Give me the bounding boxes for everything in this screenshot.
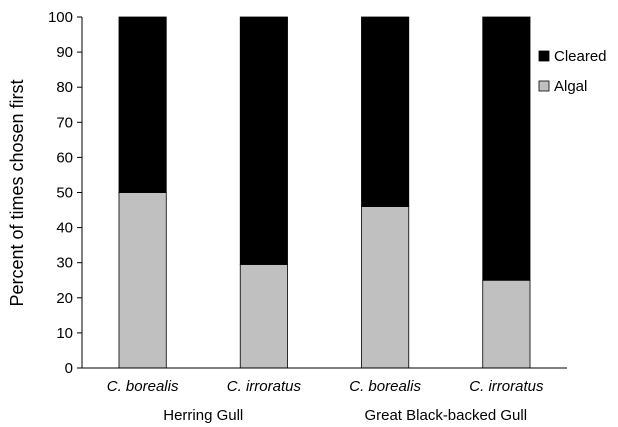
bar-algal-1 [239,264,288,369]
x-group-label: Great Black-backed Gull [364,407,527,424]
legend-label-algal: Algal [554,78,587,95]
x-category-label: C. irroratus [469,378,544,395]
y-tick-label: 40 [56,220,73,237]
x-category-label: C. borealis [349,378,421,395]
y-tick-label: 100 [48,9,73,26]
legend-swatch-algal [538,80,550,92]
bars-layer [118,16,531,369]
y-tick-label: 30 [56,255,73,272]
y-tick-label: 20 [56,290,73,307]
legend-label-cleared: Cleared [554,48,607,65]
y-tick-label: 10 [56,325,73,342]
bar-algal-2 [361,206,410,369]
bar-cleared-1 [239,16,288,265]
y-tick-label: 0 [65,360,73,377]
legend: Cleared Algal [538,48,607,95]
y-tick-label: 50 [56,185,73,202]
y-tick-label: 90 [56,44,73,61]
bar-cleared-3 [482,16,531,281]
x-category-label: C. borealis [107,378,179,395]
bar-algal-0 [118,192,167,369]
x-group-label: Herring Gull [163,407,243,424]
y-ticks-layer: 0 10 20 30 40 50 60 70 80 90 100 [48,9,82,377]
y-axis-title: Percent of times chosen first [7,79,27,306]
x-category-label: C. irroratus [227,378,302,395]
y-tick-label: 70 [56,114,73,131]
y-tick-label: 60 [56,149,73,166]
x-labels-layer: C. borealis C. irroratus C. borealis C. irr… [107,378,544,424]
legend-swatch-cleared [538,50,550,62]
bar-cleared-2 [361,16,410,207]
bar-algal-3 [482,279,531,369]
y-tick-label: 80 [56,79,73,96]
bar-cleared-0 [118,16,167,193]
